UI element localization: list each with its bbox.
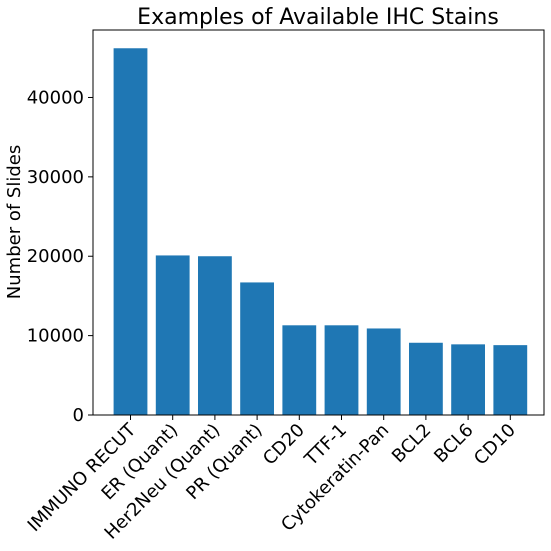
bar <box>198 256 232 415</box>
x-tick-label: BCL2 <box>388 420 435 467</box>
y-tick-label: 10000 <box>27 326 84 347</box>
x-tick-label: CD20 <box>259 420 309 470</box>
bar <box>282 325 317 415</box>
bars-group <box>113 48 528 415</box>
x-tick-label: BCL6 <box>430 420 477 467</box>
bar <box>324 325 359 415</box>
bar <box>451 344 485 415</box>
x-tick-label: CD10 <box>470 420 520 470</box>
plot-frame <box>92 29 545 416</box>
bar <box>155 255 190 415</box>
bar <box>493 345 528 415</box>
y-tick-label: 20000 <box>27 246 84 267</box>
bar <box>113 48 148 415</box>
chart-title: Examples of Available IHC Stains <box>137 5 499 30</box>
bar <box>409 342 443 415</box>
y-axis-label: Number of Slides <box>4 145 25 299</box>
y-tick-label: 30000 <box>27 167 84 188</box>
bar <box>240 282 274 415</box>
y-axis-ticks: 0 10000 20000 30000 40000 <box>27 87 93 426</box>
y-tick-label: 0 <box>73 405 84 426</box>
y-tick-label: 40000 <box>27 87 84 108</box>
bar <box>366 328 401 415</box>
